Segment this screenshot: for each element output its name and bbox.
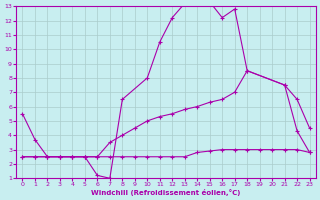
- X-axis label: Windchill (Refroidissement éolien,°C): Windchill (Refroidissement éolien,°C): [91, 189, 241, 196]
